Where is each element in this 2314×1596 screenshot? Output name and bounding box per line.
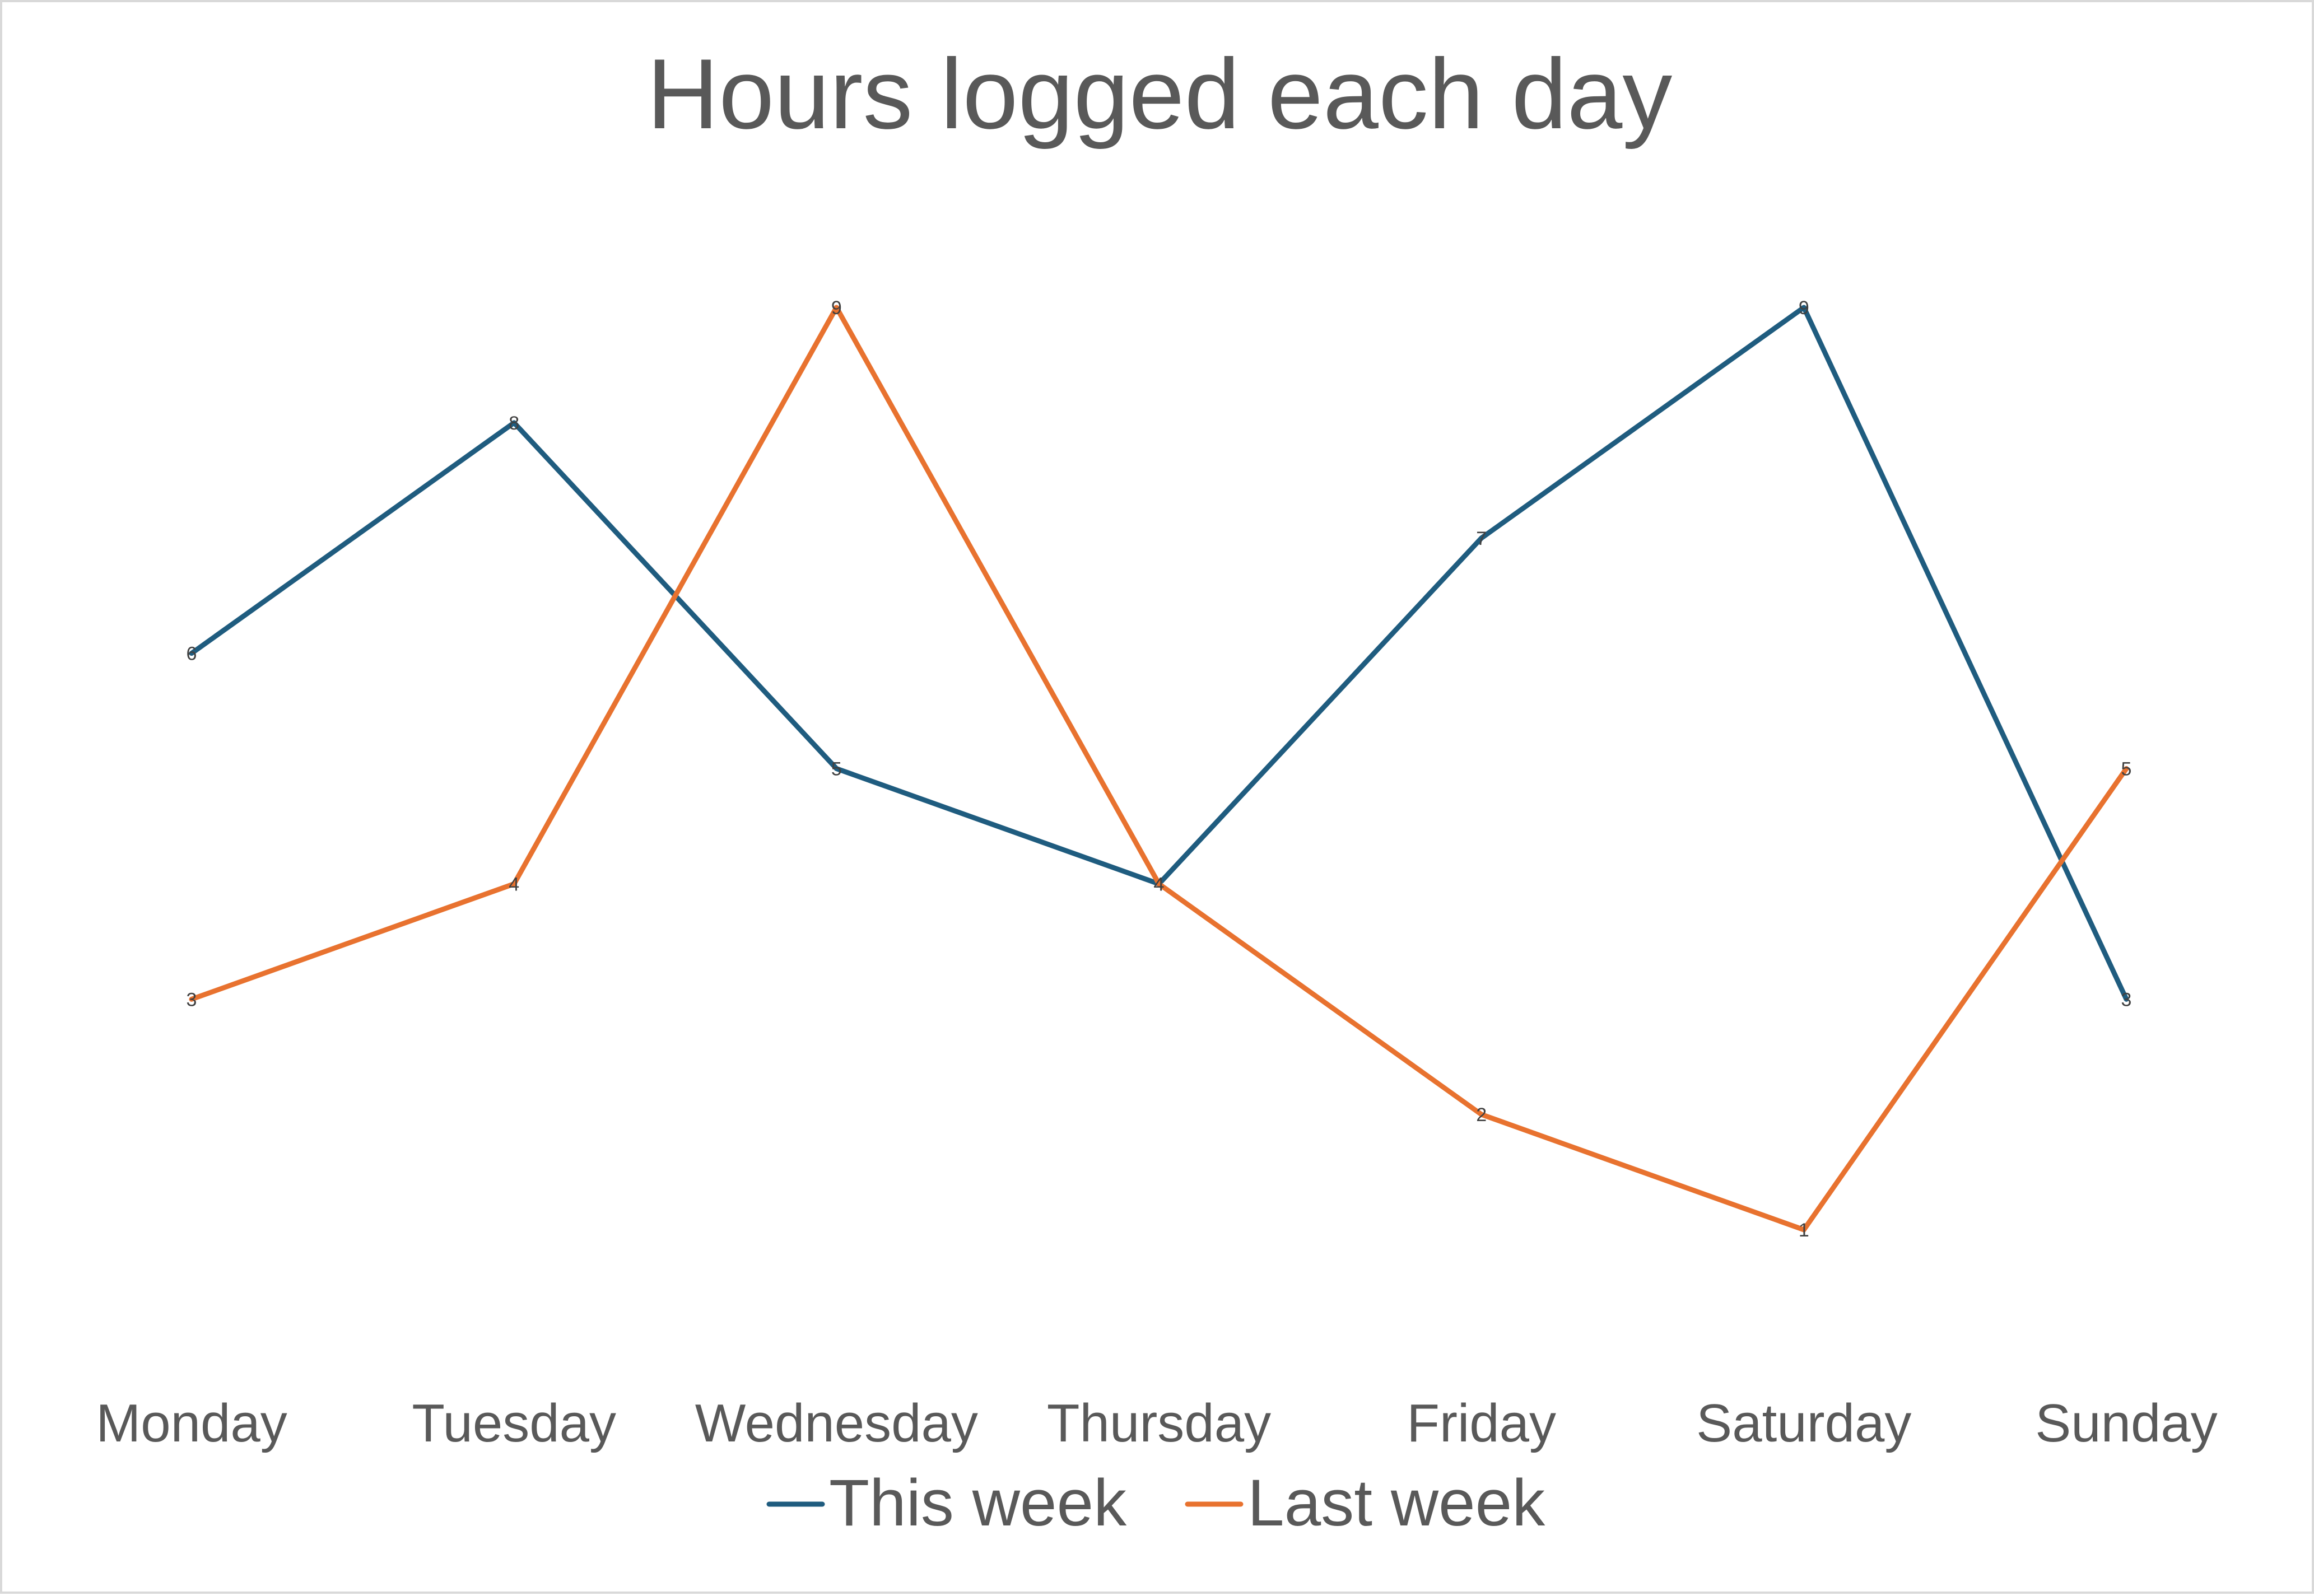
data-label-this-week-friday: 7 — [1476, 528, 1487, 549]
data-label-last-week-sunday: 5 — [2121, 759, 2132, 780]
series-lines — [189, 305, 2129, 1233]
category-label-wednesday: Wednesday — [695, 1393, 978, 1453]
data-label-last-week-wednesday: 9 — [831, 297, 842, 319]
category-label-saturday: Saturday — [1696, 1393, 1911, 1453]
data-label-last-week-saturday: 1 — [1799, 1220, 1809, 1241]
category-label-friday: Friday — [1407, 1393, 1556, 1453]
chart-title: Hours logged each day — [647, 38, 1673, 150]
legend: This week Last week — [766, 1466, 1545, 1540]
data-label-this-week-wednesday: 5 — [831, 759, 842, 780]
legend-label-this-week: This week — [829, 1466, 1127, 1540]
legend-label-last-week: Last week — [1247, 1466, 1545, 1540]
data-label-last-week-monday: 3 — [187, 989, 197, 1010]
data-label-this-week-thursday: 4 — [1154, 874, 1165, 895]
series-line-last-week — [189, 305, 2129, 1233]
data-label-this-week-tuesday: 8 — [509, 413, 519, 434]
data-label-this-week-sunday: 3 — [2121, 989, 2132, 1010]
data-label-this-week-saturday: 9 — [1799, 297, 1809, 319]
category-label-monday: Monday — [96, 1393, 287, 1453]
data-label-this-week-monday: 6 — [187, 643, 197, 665]
data-label-last-week-thursday: 4 — [1154, 874, 1165, 895]
category-label-sunday: Sunday — [2035, 1393, 2218, 1453]
category-axis-labels: Monday Tuesday Wednesday Thursday Friday Satu… — [96, 1393, 2218, 1453]
category-label-thursday: Thursday — [1047, 1393, 1271, 1453]
data-label-last-week-friday: 2 — [1476, 1104, 1487, 1126]
category-label-tuesday: Tuesday — [412, 1393, 616, 1453]
data-label-last-week-tuesday: 4 — [509, 874, 519, 895]
